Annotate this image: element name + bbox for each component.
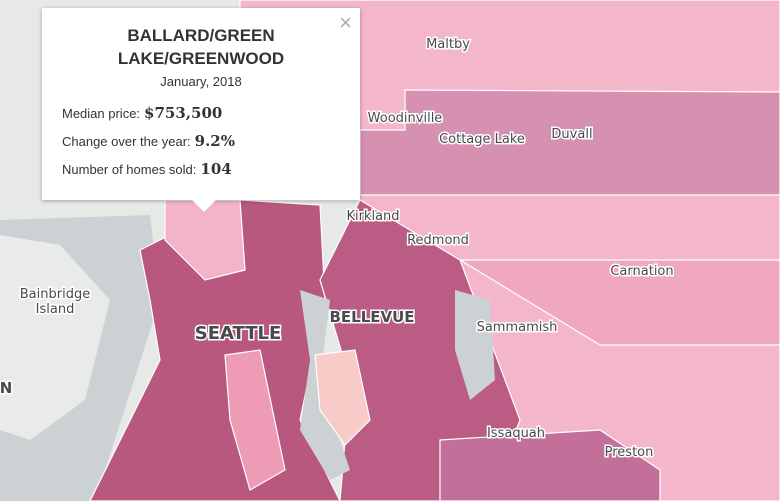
popup-row: Change over the year: 9.2% <box>62 127 340 155</box>
popup-row: Median price: $753,500 <box>62 99 340 127</box>
place-label: Carnation <box>610 264 673 279</box>
place-label: Bainbridge <box>20 287 90 302</box>
info-popup: × BALLARD/GREEN LAKE/GREENWOOD January, … <box>42 8 360 212</box>
place-label: Maltby <box>426 37 470 52</box>
popup-date: January, 2018 <box>160 74 242 89</box>
place-label: N <box>0 379 12 397</box>
place-label: Kirkland <box>346 209 399 224</box>
popup-rows: Median price: $753,500 Change over the yea… <box>62 99 340 183</box>
row-value: 9.2% <box>194 132 235 150</box>
region <box>314 349 371 446</box>
region <box>439 429 661 501</box>
land <box>0 235 110 440</box>
title-line: LAKE/GREENWOOD <box>117 49 285 68</box>
row-value: $753,500 <box>144 104 223 122</box>
place-label: Woodinville <box>368 111 443 126</box>
place-label: Island <box>36 302 75 317</box>
region <box>457 259 780 346</box>
row-label: Number of homes sold: <box>62 162 197 177</box>
row-label: Change over the year: <box>62 134 191 149</box>
place-label: BELLEVUE <box>329 308 414 326</box>
place-label: Duvall <box>551 127 592 142</box>
place-labels: Maltby Woodinville Cottage Lake Duvall Kirkl… <box>0 36 675 462</box>
title-line: BALLARD/GREEN <box>127 26 275 45</box>
region <box>224 349 286 491</box>
row-label: Median price: <box>62 106 141 121</box>
place-label: Issaquah <box>487 426 545 441</box>
place-label: SEATTLE <box>195 323 282 344</box>
row-value: 104 <box>200 160 232 178</box>
popup-title: BALLARD/GREEN LAKE/GREENWOOD <box>62 24 340 70</box>
place-label: Preston <box>605 445 654 460</box>
region <box>164 199 246 281</box>
place-label: Cottage Lake <box>439 132 525 147</box>
close-button[interactable]: × <box>339 10 352 35</box>
popup-row: Number of homes sold: 104 <box>62 155 340 183</box>
region <box>359 89 780 196</box>
place-label: Sammamish <box>477 320 558 335</box>
place-label: Redmond <box>407 233 469 248</box>
water <box>455 290 495 400</box>
